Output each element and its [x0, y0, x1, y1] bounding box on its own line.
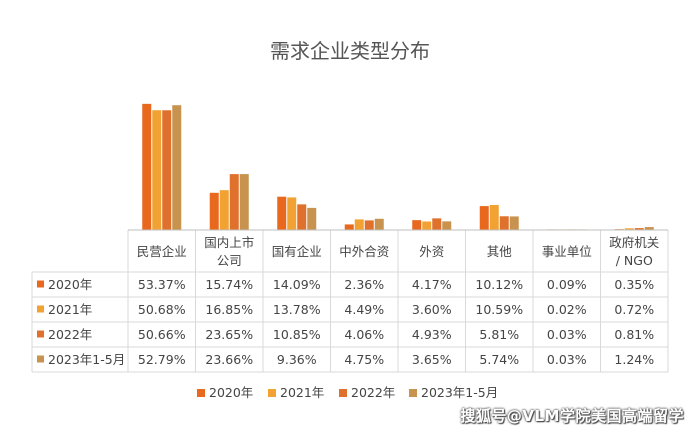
data-label: 2.36% — [344, 277, 384, 292]
data-label: 4.49% — [344, 302, 384, 317]
data-label: 23.65% — [205, 327, 253, 342]
bar-2-series-3 — [229, 174, 239, 230]
row-label: 2021年 — [48, 302, 92, 317]
bar-4-series-4 — [374, 218, 384, 230]
bar-3-series-2 — [287, 197, 297, 230]
bar-2-series-4 — [239, 174, 249, 230]
bar-1-series-1 — [142, 103, 152, 230]
chart-title: 需求企业类型分布 — [270, 39, 430, 63]
category-label: 国有企业 — [272, 244, 322, 259]
data-label: 0.81% — [614, 327, 654, 342]
category-label: 外资 — [419, 244, 444, 259]
row-legend-key — [37, 280, 44, 288]
data-label: 53.37% — [138, 277, 186, 292]
data-label: 0.09% — [547, 277, 587, 292]
row-legend-key — [37, 330, 44, 338]
data-label: 5.81% — [479, 327, 519, 342]
data-label: 1.24% — [614, 352, 654, 367]
data-label: 0.03% — [547, 352, 587, 367]
data-label: 5.74% — [479, 352, 519, 367]
category-label: 其他 — [487, 244, 513, 259]
legend-key — [339, 389, 347, 397]
row-label: 2023年1-5月 — [48, 352, 125, 367]
data-label: 13.78% — [273, 302, 321, 317]
bar-6-series-3 — [499, 216, 509, 230]
data-label: 15.74% — [205, 277, 253, 292]
bar-8-series-2 — [624, 228, 634, 230]
data-label: 4.93% — [412, 327, 452, 342]
data-label: 0.02% — [547, 302, 587, 317]
bar-8-series-3 — [634, 228, 644, 230]
category-label: 国内上市 — [204, 235, 254, 250]
row-legend-key — [37, 355, 44, 363]
data-label: 10.85% — [273, 327, 321, 342]
data-label: 16.85% — [205, 302, 253, 317]
data-label: 52.79% — [138, 352, 186, 367]
bar-3-series-4 — [307, 207, 317, 230]
legend-key — [268, 389, 276, 397]
bar-5-series-3 — [432, 218, 442, 230]
legend-label: 2020年 — [209, 385, 253, 400]
watermark: 搜狐号@VLM学院美国高端留学 — [460, 407, 684, 425]
bar-1-series-3 — [162, 110, 172, 230]
bar-6-series-1 — [479, 206, 489, 230]
data-label: 9.36% — [277, 352, 317, 367]
category-label: 公司 — [217, 253, 242, 268]
legend-label: 2023年1-5月 — [421, 385, 498, 400]
bar-4-series-1 — [344, 224, 354, 230]
row-label: 2022年 — [48, 327, 92, 342]
bar-4-series-3 — [364, 220, 374, 230]
legend-key — [197, 389, 205, 397]
data-label: 4.75% — [344, 352, 384, 367]
data-label: 14.09% — [273, 277, 321, 292]
category-label: 政府机关 — [609, 235, 659, 250]
data-label: 3.60% — [412, 302, 452, 317]
data-label: 50.66% — [138, 327, 186, 342]
data-label: 10.12% — [475, 277, 523, 292]
row-label: 2020年 — [48, 277, 92, 292]
legend-label: 2022年 — [351, 385, 395, 400]
category-label: 民营企业 — [137, 244, 187, 259]
bar-5-series-1 — [412, 220, 422, 230]
bar-8-series-4 — [644, 227, 654, 230]
category-label: 中外合资 — [339, 244, 389, 259]
category-label: / NGO — [616, 253, 653, 268]
bar-3-series-3 — [297, 204, 307, 230]
bar-3-series-1 — [277, 196, 287, 230]
data-label: 10.59% — [475, 302, 523, 317]
data-label: 0.03% — [547, 327, 587, 342]
legend-label: 2021年 — [280, 385, 324, 400]
data-label: 4.06% — [344, 327, 384, 342]
category-label: 事业单位 — [542, 244, 592, 259]
legend-key — [409, 389, 417, 397]
data-label: 23.66% — [205, 352, 253, 367]
bar-5-series-2 — [422, 221, 432, 230]
bar-2-series-2 — [219, 190, 229, 230]
data-label: 0.72% — [614, 302, 654, 317]
bar-2-series-1 — [209, 192, 219, 230]
bar-5-series-4 — [442, 221, 452, 230]
bar-6-series-4 — [509, 216, 519, 230]
bar-1-series-4 — [172, 105, 182, 230]
row-legend-key — [37, 305, 44, 313]
data-label: 4.17% — [412, 277, 452, 292]
bar-6-series-2 — [489, 204, 499, 230]
data-label: 0.35% — [614, 277, 654, 292]
data-label: 3.65% — [412, 352, 452, 367]
bar-4-series-2 — [354, 219, 364, 230]
data-label: 50.68% — [138, 302, 186, 317]
bar-1-series-2 — [152, 110, 162, 230]
